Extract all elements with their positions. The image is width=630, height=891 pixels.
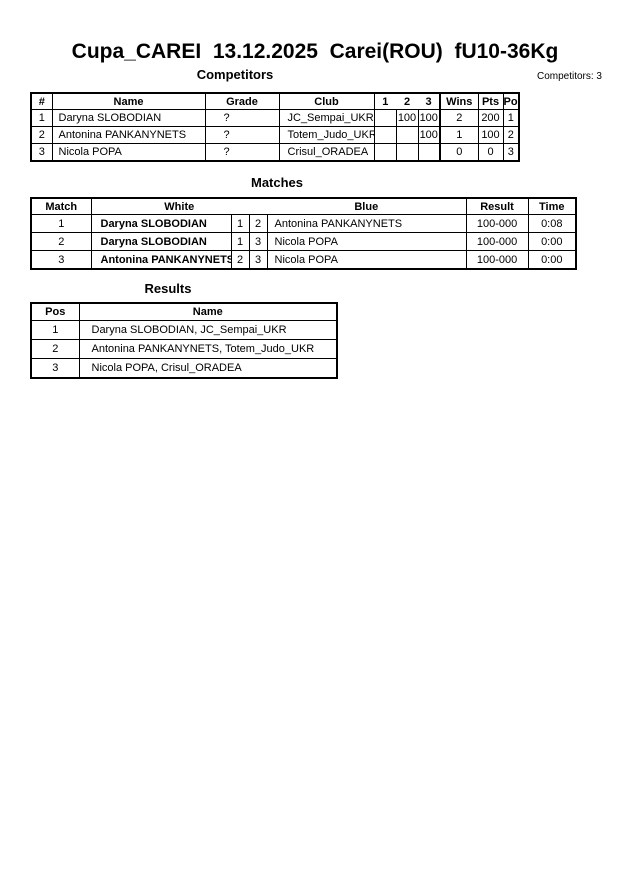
competitor-round1-cell (373, 126, 397, 144)
competitor-grade-cell: ? (204, 109, 280, 127)
competitor-number-cell: 1 (30, 109, 53, 127)
match-time-cell: 0:08 (527, 214, 577, 233)
competitors-header-row: # Name Grade Club 1 2 3 Wins Pts Pos (30, 92, 520, 110)
result-pos-cell: 2 (30, 339, 80, 359)
match-time-cell: 0:00 (527, 250, 577, 270)
match-number-cell: 1 (30, 214, 92, 233)
match-blue-seed-cell: 3 (248, 232, 268, 251)
col-header-pos: Pos (502, 92, 520, 110)
matches-table: Match White Blue Result Time 1 Daryna SL… (30, 197, 578, 270)
competitor-number-cell: 3 (30, 143, 53, 162)
col-header-name: Name (51, 92, 206, 110)
match-white-name-cell: Daryna SLOBODIAN (90, 214, 232, 233)
results-header-row: Pos Name (30, 302, 338, 321)
col-header-result: Result (465, 197, 529, 215)
col-header-club: Club (278, 92, 375, 110)
competitor-grade-cell: ? (204, 126, 280, 144)
result-name-cell: Antonina PANKANYNETS, Totem_Judo_UKR (78, 339, 338, 359)
match-white-seed-cell: 2 (230, 250, 250, 270)
competitor-pos-cell: 1 (502, 109, 520, 127)
result-pos-cell: 1 (30, 320, 80, 340)
col-header-time: Time (527, 197, 577, 215)
competitor-row: 3 Nicola POPA ? Crisul_ORADEA 0 0 3 (30, 143, 520, 162)
match-white-seed-cell: 1 (230, 232, 250, 251)
competitor-round1-cell (373, 143, 397, 162)
section-heading-competitors: Competitors (196, 67, 274, 82)
match-row: 3 Antonina PANKANYNETS 2 3 Nicola POPA 1… (30, 250, 577, 270)
match-white-name-cell: Antonina PANKANYNETS (90, 250, 232, 270)
col-header-wins: Wins (439, 92, 479, 110)
competitor-wins-cell: 2 (439, 109, 479, 127)
match-blue-name-cell: Antonina PANKANYNETS (266, 214, 467, 233)
competitor-round2-cell (395, 143, 419, 162)
col-header-pts: Pts (477, 92, 504, 110)
competitor-number-cell: 2 (30, 126, 53, 144)
result-pos-cell: 3 (30, 358, 80, 379)
competitor-name-cell: Daryna SLOBODIAN (51, 109, 206, 127)
competitor-pts-cell: 0 (477, 143, 504, 162)
competitor-club-cell: Crisul_ORADEA (278, 143, 375, 162)
result-name-cell: Daryna SLOBODIAN, JC_Sempai_UKR (78, 320, 338, 340)
competitor-round2-cell (395, 126, 419, 144)
competitor-club-cell: Totem_Judo_UKR (278, 126, 375, 144)
competitor-pts-cell: 100 (477, 126, 504, 144)
competitor-pos-cell: 2 (502, 126, 520, 144)
competitor-name-cell: Nicola POPA (51, 143, 206, 162)
match-white-seed-cell: 1 (230, 214, 250, 233)
competitor-row: 2 Antonina PANKANYNETS ? Totem_Judo_UKR … (30, 126, 520, 144)
col-header-round2: 2 (395, 92, 418, 110)
competitor-round3-cell (417, 143, 441, 162)
matches-header-row: Match White Blue Result Time (30, 197, 577, 215)
competitor-pos-cell: 3 (502, 143, 520, 162)
col-header-grade: Grade (204, 92, 280, 110)
competitor-row: 1 Daryna SLOBODIAN ? JC_Sempai_UKR 100 1… (30, 109, 520, 127)
match-blue-name-cell: Nicola POPA (266, 232, 467, 251)
page-title: Cupa_CAREI 13.12.2025 Carei(ROU) fU10-36… (71, 40, 559, 63)
competitor-club-cell: JC_Sempai_UKR (278, 109, 375, 127)
match-row: 1 Daryna SLOBODIAN 1 2 Antonina PANKANYN… (30, 214, 577, 233)
results-table: Pos Name 1 Daryna SLOBODIAN, JC_Sempai_U… (30, 302, 338, 379)
col-header-round1: 1 (373, 92, 396, 110)
result-name-cell: Nicola POPA, Crisul_ORADEA (78, 358, 338, 379)
competitor-round1-cell (373, 109, 397, 127)
col-header-round3: 3 (417, 92, 441, 110)
competitor-grade-cell: ? (204, 143, 280, 162)
match-result-cell: 100-000 (465, 250, 529, 270)
competitor-wins-cell: 0 (439, 143, 479, 162)
competitor-pts-cell: 200 (477, 109, 504, 127)
match-result-cell: 100-000 (465, 214, 529, 233)
competitor-round3-cell: 100 (417, 126, 441, 144)
competitors-count-label: Competitors: 3 (536, 71, 602, 82)
match-row: 2 Daryna SLOBODIAN 1 3 Nicola POPA 100-0… (30, 232, 577, 251)
competitor-round2-cell: 100 (395, 109, 419, 127)
col-header-blue: Blue (266, 197, 467, 215)
match-number-cell: 2 (30, 232, 92, 251)
competitor-round3-cell: 100 (417, 109, 441, 127)
col-header-number: # (30, 92, 53, 110)
result-row: 3 Nicola POPA, Crisul_ORADEA (30, 358, 338, 379)
match-time-cell: 0:00 (527, 232, 577, 251)
col-header-pos: Pos (30, 302, 80, 321)
col-header-white: White (90, 197, 268, 215)
col-header-match: Match (30, 197, 92, 215)
match-blue-name-cell: Nicola POPA (266, 250, 467, 270)
result-row: 1 Daryna SLOBODIAN, JC_Sempai_UKR (30, 320, 338, 340)
match-number-cell: 3 (30, 250, 92, 270)
competitor-name-cell: Antonina PANKANYNETS (51, 126, 206, 144)
competitors-table: # Name Grade Club 1 2 3 Wins Pts Pos 1 D… (30, 92, 520, 162)
match-white-name-cell: Daryna SLOBODIAN (90, 232, 232, 251)
section-heading-results: Results (144, 281, 192, 296)
match-blue-seed-cell: 3 (248, 250, 268, 270)
result-row: 2 Antonina PANKANYNETS, Totem_Judo_UKR (30, 339, 338, 359)
competitor-wins-cell: 1 (439, 126, 479, 144)
col-header-name: Name (78, 302, 338, 321)
match-blue-seed-cell: 2 (248, 214, 268, 233)
match-result-cell: 100-000 (465, 232, 529, 251)
section-heading-matches: Matches (250, 175, 304, 190)
